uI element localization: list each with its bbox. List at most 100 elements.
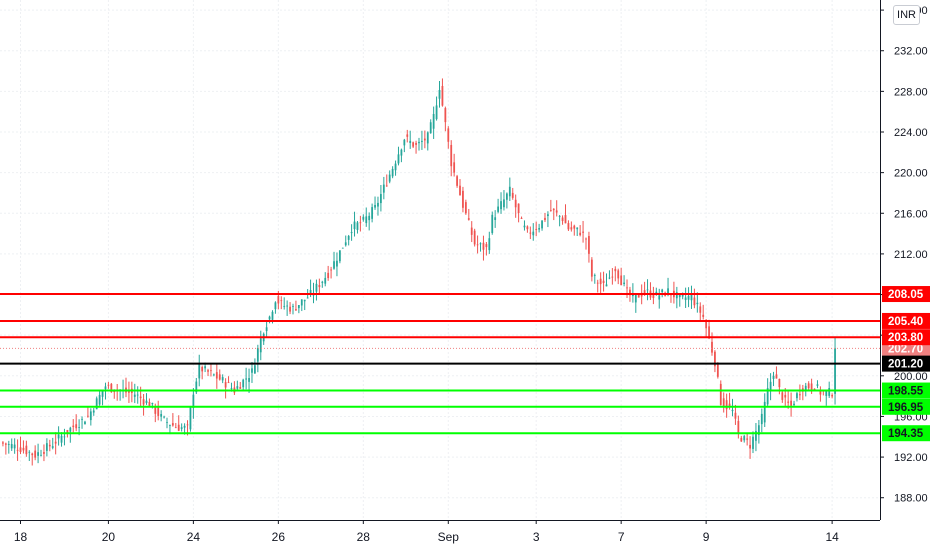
candle-up bbox=[825, 390, 828, 396]
level-label-support-bg bbox=[882, 382, 930, 399]
candle-up bbox=[254, 365, 256, 374]
candle-up bbox=[81, 418, 83, 420]
candle-up bbox=[57, 434, 60, 439]
candle-down bbox=[218, 374, 221, 380]
candle-down bbox=[154, 406, 157, 414]
candle-down bbox=[48, 444, 51, 447]
candle-up bbox=[394, 163, 397, 171]
candle-down bbox=[476, 244, 479, 246]
y-tick-label: 220.00 bbox=[894, 168, 928, 180]
candle-up bbox=[796, 393, 798, 399]
candle-up bbox=[356, 222, 359, 230]
candle-down bbox=[749, 444, 751, 449]
candle-up bbox=[221, 377, 224, 381]
level-label-resistance-bg bbox=[882, 329, 930, 346]
candle-up bbox=[532, 231, 535, 236]
candle-up bbox=[45, 443, 48, 451]
candle-up bbox=[297, 305, 300, 309]
candle-up bbox=[547, 214, 549, 217]
candle-up bbox=[380, 194, 382, 204]
candle-down bbox=[43, 452, 45, 454]
candle-up bbox=[78, 427, 81, 428]
candle-down bbox=[570, 227, 573, 230]
x-tick-label: 28 bbox=[357, 530, 371, 544]
candle-up bbox=[268, 316, 271, 320]
candle-down bbox=[72, 425, 75, 428]
candle-down bbox=[819, 389, 822, 395]
candle-up bbox=[13, 444, 16, 449]
candle-down bbox=[227, 382, 230, 384]
candle-down bbox=[423, 138, 426, 141]
candle-up bbox=[286, 305, 289, 307]
candle-up bbox=[368, 215, 371, 221]
candle-down bbox=[596, 282, 599, 284]
candle-down bbox=[450, 144, 453, 167]
candle-up bbox=[69, 427, 72, 432]
candle-up bbox=[760, 413, 763, 425]
candle-up bbox=[336, 260, 338, 267]
candle-up bbox=[403, 139, 406, 146]
y-tick-label: 200.00 bbox=[894, 371, 928, 383]
candle-down bbox=[728, 403, 731, 407]
candle-down bbox=[171, 423, 174, 426]
candle-up bbox=[421, 140, 423, 142]
candle-down bbox=[215, 372, 218, 379]
candle-up bbox=[344, 242, 347, 246]
candle-up bbox=[491, 214, 494, 234]
candle-down bbox=[711, 341, 713, 353]
candle-down bbox=[790, 400, 792, 406]
level-label-resistance: 208.05 bbox=[888, 289, 924, 301]
candle-up bbox=[558, 216, 561, 217]
candle-up bbox=[365, 216, 368, 224]
y-tick-label: 216.00 bbox=[894, 208, 928, 220]
candle-down bbox=[142, 399, 145, 405]
candle-up bbox=[160, 414, 163, 417]
currency-button[interactable]: INR bbox=[893, 5, 920, 25]
candle-up bbox=[426, 132, 429, 144]
candle-down bbox=[740, 437, 743, 442]
candle-up bbox=[333, 261, 335, 269]
candle-up bbox=[388, 174, 391, 182]
candle-down bbox=[177, 424, 180, 431]
candle-down bbox=[16, 449, 19, 451]
x-tick-label: 18 bbox=[14, 530, 28, 544]
candle-up bbox=[338, 250, 341, 262]
candle-down bbox=[207, 370, 209, 372]
level-label-pivot: 201.20 bbox=[888, 359, 923, 371]
candle-up bbox=[488, 238, 491, 251]
candle-up bbox=[608, 277, 611, 279]
candle-down bbox=[564, 215, 567, 224]
level-label-resistance: 205.40 bbox=[888, 316, 923, 328]
candle-up bbox=[681, 294, 684, 297]
candle-down bbox=[441, 85, 444, 106]
candle-down bbox=[535, 229, 538, 231]
candle-down bbox=[462, 190, 464, 208]
candle-up bbox=[183, 425, 186, 428]
candle-down bbox=[734, 412, 737, 419]
candle-down bbox=[702, 314, 705, 317]
candle-up bbox=[418, 141, 420, 144]
y-tick-label: 232.00 bbox=[894, 46, 928, 58]
candle-up bbox=[166, 422, 168, 423]
candle-up bbox=[230, 388, 233, 389]
level-label-support: 196.95 bbox=[888, 402, 924, 414]
candle-down bbox=[75, 424, 78, 429]
candle-up bbox=[306, 297, 309, 299]
candle-up bbox=[350, 232, 353, 234]
y-tick-label: 228.00 bbox=[894, 86, 928, 98]
candle-up bbox=[133, 394, 136, 397]
candle-down bbox=[514, 199, 517, 208]
candle-down bbox=[447, 128, 450, 142]
candle-up bbox=[731, 409, 734, 412]
x-tick-label: 7 bbox=[618, 530, 625, 544]
candle-up bbox=[195, 381, 198, 393]
candle-down bbox=[526, 226, 529, 230]
candle-up bbox=[397, 154, 400, 164]
candle-up bbox=[245, 378, 248, 380]
candle-down bbox=[201, 366, 204, 372]
candle-up bbox=[84, 421, 86, 425]
candle-up bbox=[28, 451, 31, 453]
candle-up bbox=[576, 227, 579, 230]
candle-down bbox=[110, 383, 113, 393]
